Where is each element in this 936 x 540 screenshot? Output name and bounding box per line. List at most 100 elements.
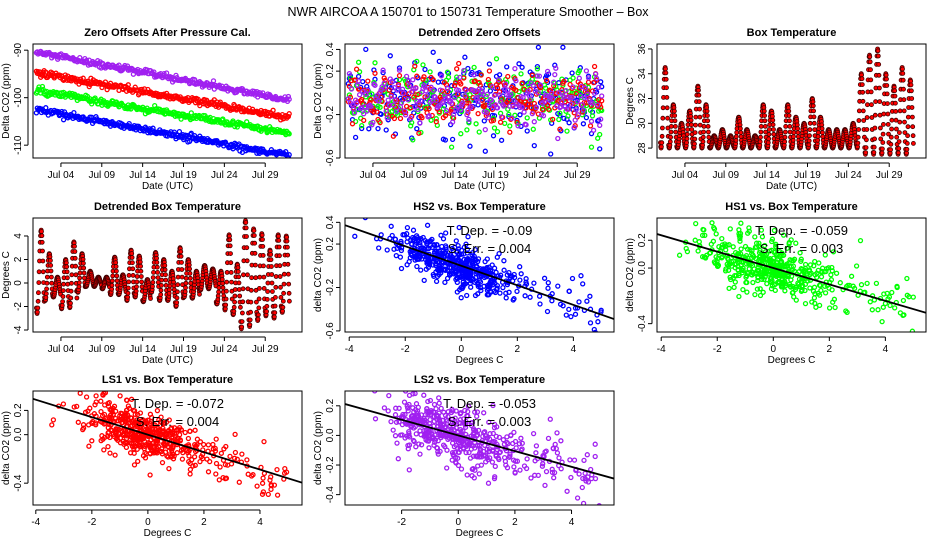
data-point [872, 112, 878, 118]
data-point [176, 128, 183, 135]
data-point [461, 281, 467, 287]
data-point [664, 85, 669, 91]
data-point [752, 234, 758, 240]
data-point [393, 252, 399, 259]
data-point [268, 264, 274, 269]
data-point [125, 285, 131, 291]
data-point [583, 68, 590, 74]
data-point [878, 136, 884, 142]
data-point [430, 49, 436, 55]
data-point [762, 124, 768, 129]
data-point [397, 115, 404, 122]
data-point [382, 85, 388, 91]
data-point [458, 247, 465, 253]
data-point [72, 249, 78, 254]
data-point [476, 79, 482, 86]
data-point [811, 108, 816, 114]
x-tick-label: Jul 09 [88, 344, 115, 355]
data-point [415, 91, 421, 98]
data-point [901, 108, 907, 114]
data-point [563, 87, 569, 94]
data-point [284, 238, 290, 244]
data-point [556, 116, 562, 123]
data-point [706, 129, 711, 135]
data-point [766, 131, 772, 137]
data-point [568, 313, 574, 320]
data-point [456, 87, 462, 94]
data-point [284, 234, 290, 240]
data-point [436, 102, 442, 109]
data-point [179, 274, 185, 280]
data-point [449, 136, 456, 143]
data-point [595, 102, 601, 108]
data-point [498, 114, 505, 120]
data-point [133, 288, 139, 294]
data-point [589, 100, 596, 106]
data-point [739, 270, 745, 276]
data-point [442, 137, 449, 143]
data-point [517, 112, 523, 118]
data-point [697, 114, 703, 120]
data-point [278, 294, 284, 300]
data-point [392, 236, 399, 242]
data-point [285, 113, 292, 120]
x-tick-label: 4 [571, 344, 577, 355]
data-point [64, 269, 70, 275]
data-point [545, 106, 552, 112]
data-point [223, 302, 229, 308]
data-point [187, 266, 193, 272]
x-tick-label: Jul 14 [129, 170, 156, 181]
temperature-dependence-annotation: T. Dep. = -0.059 [755, 223, 848, 238]
data-point [453, 80, 459, 86]
data-point [462, 92, 468, 99]
data-point [286, 281, 292, 287]
data-point [795, 126, 800, 132]
data-point [738, 220, 744, 226]
data-point [227, 243, 233, 249]
data-point [885, 101, 890, 106]
x-tick-label: 0 [459, 344, 465, 355]
data-point [760, 289, 766, 295]
data-point [595, 319, 601, 325]
data-point [581, 95, 588, 101]
data-point [139, 279, 145, 285]
data-points [657, 220, 926, 332]
y-tick-label: 4 [13, 233, 24, 239]
data-point [408, 115, 414, 121]
data-point [489, 106, 496, 113]
data-point [588, 118, 595, 124]
data-point [398, 265, 405, 272]
data-point [713, 231, 719, 237]
data-point [754, 286, 761, 292]
data-point [881, 291, 887, 297]
data-point [770, 114, 775, 119]
data-point [494, 285, 500, 291]
data-point [559, 99, 565, 105]
data-point [693, 114, 699, 120]
data-point [396, 65, 403, 71]
data-point [182, 289, 188, 295]
data-point [567, 81, 573, 88]
data-point [880, 146, 885, 152]
data-point [82, 275, 87, 281]
data-point [382, 77, 388, 84]
data-point [495, 77, 502, 83]
data-point [573, 107, 579, 113]
data-point [235, 265, 241, 271]
data-point [815, 134, 821, 140]
data-point [421, 277, 427, 284]
data-point [175, 274, 181, 280]
standard-error-annotation: S. Err. = 0.004 [448, 241, 531, 256]
data-point [40, 248, 45, 254]
data-point [552, 71, 558, 78]
data-point [908, 82, 914, 88]
data-point [378, 87, 384, 93]
data-point [790, 289, 796, 296]
data-point [413, 252, 420, 258]
data-point [811, 120, 817, 126]
data-point [888, 134, 894, 140]
data-point [478, 72, 484, 78]
data-point [35, 309, 40, 315]
data-point [158, 282, 164, 288]
